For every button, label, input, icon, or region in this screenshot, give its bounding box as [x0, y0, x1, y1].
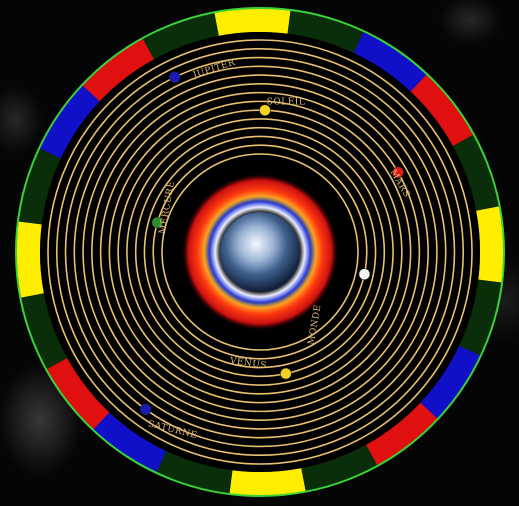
planet-moon	[358, 268, 371, 280]
orbit-ring	[47, 39, 473, 465]
orbit-ring	[126, 118, 394, 386]
rim-segment	[287, 9, 364, 53]
orbit-ring	[152, 144, 368, 360]
orbit-ring	[64, 56, 456, 448]
earth-globe	[220, 212, 300, 292]
planet-mars	[392, 166, 404, 179]
rim-segment	[452, 134, 500, 211]
orbit-ring	[73, 65, 447, 439]
rim-segment	[16, 221, 44, 298]
rim-segment	[20, 293, 68, 370]
orbit-ring	[82, 74, 438, 430]
rim-segment	[142, 12, 219, 60]
orbit-rings	[47, 39, 473, 465]
rim-segment	[459, 279, 503, 356]
rim-segment	[365, 402, 438, 466]
orbit-ring	[55, 47, 465, 457]
rim-segment	[353, 31, 428, 92]
planet-label-sun: SOLEIL	[267, 97, 306, 107]
planet-jupiter	[169, 71, 181, 83]
planet-venus	[280, 367, 292, 380]
rim-segment	[17, 148, 61, 225]
disk-outline	[15, 7, 505, 497]
rim-segment	[301, 444, 378, 492]
rim-segment	[214, 7, 291, 36]
zodiac-rim	[16, 7, 504, 496]
rim-segment	[229, 468, 306, 496]
rim-segment	[39, 84, 100, 159]
orbit-ring	[99, 91, 421, 413]
orbit-ring	[161, 153, 359, 351]
orbit-ring	[143, 135, 377, 369]
rim-segment	[420, 345, 481, 420]
orbit-ring	[91, 83, 429, 421]
rim-segment	[410, 74, 474, 147]
rim-segment	[92, 412, 167, 473]
rim-segment	[476, 206, 504, 283]
planet-sun	[259, 104, 271, 116]
rim-segment	[46, 357, 110, 430]
orbit-ring	[108, 100, 412, 404]
planet-mercury	[151, 216, 164, 229]
rim-segment	[82, 38, 155, 102]
planet-saturn	[139, 403, 152, 416]
orbit-ring	[134, 126, 386, 378]
rim-segment	[156, 451, 233, 495]
